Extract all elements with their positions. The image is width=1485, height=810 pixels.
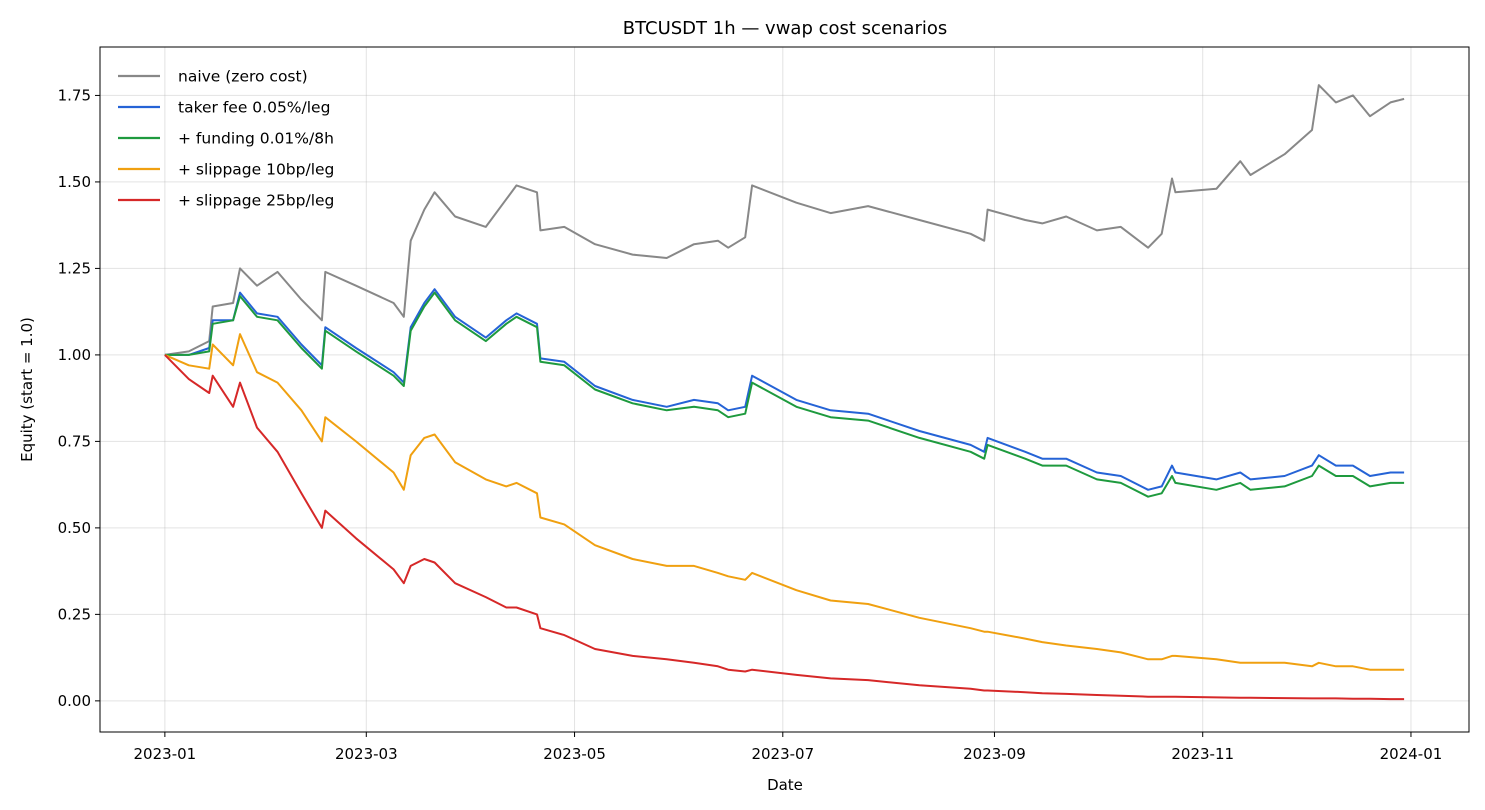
- legend-label: taker fee 0.05%/leg: [178, 99, 330, 117]
- x-tick-label: 2023-05: [543, 745, 606, 763]
- x-tick-label: 2024-01: [1380, 745, 1443, 763]
- y-axis-ticks: 0.00 0.25 0.50 0.75 1.00 1.25 1.50 1.75: [58, 86, 100, 710]
- y-tick-label: 0.25: [58, 605, 91, 623]
- legend-label: naive (zero cost): [178, 68, 308, 86]
- grid: [100, 47, 1469, 732]
- legend-label: + slippage 10bp/leg: [178, 161, 334, 179]
- series-line-5: [164, 354, 1405, 701]
- legend: naive (zero cost) taker fee 0.05%/leg + fu…: [118, 68, 334, 210]
- series-line-4: [164, 333, 1405, 671]
- x-tick-label: 2023-03: [335, 745, 398, 763]
- y-tick-label: 1.25: [58, 259, 91, 277]
- plot-frame: [99, 46, 1470, 733]
- x-axis-ticks: 2023-01 2023-03 2023-05 2023-07 2023-09 2023-…: [134, 732, 1443, 763]
- y-tick-label: 1.00: [58, 346, 91, 364]
- y-tick-label: 0.75: [58, 432, 91, 450]
- chart-title: BTCUSDT 1h — vwap cost scenarios: [623, 18, 948, 39]
- x-tick-label: 2023-09: [963, 745, 1026, 763]
- x-tick-label: 2023-01: [134, 745, 197, 763]
- y-axis-title: Equity (start = 1.0): [18, 317, 36, 462]
- y-tick-label: 1.50: [58, 173, 91, 191]
- x-axis-title: Date: [767, 776, 803, 794]
- series-line-1: [164, 84, 1405, 356]
- y-tick-label: 1.75: [58, 86, 91, 104]
- series-lines: [164, 84, 1405, 701]
- y-tick-label: 0.50: [58, 519, 91, 537]
- x-tick-label: 2023-11: [1171, 745, 1234, 763]
- legend-label: + slippage 25bp/leg: [178, 192, 334, 210]
- legend-label: + funding 0.01%/8h: [178, 130, 334, 148]
- series-line-3: [164, 291, 1405, 498]
- y-tick-label: 0.00: [58, 692, 91, 710]
- x-tick-label: 2023-07: [751, 745, 814, 763]
